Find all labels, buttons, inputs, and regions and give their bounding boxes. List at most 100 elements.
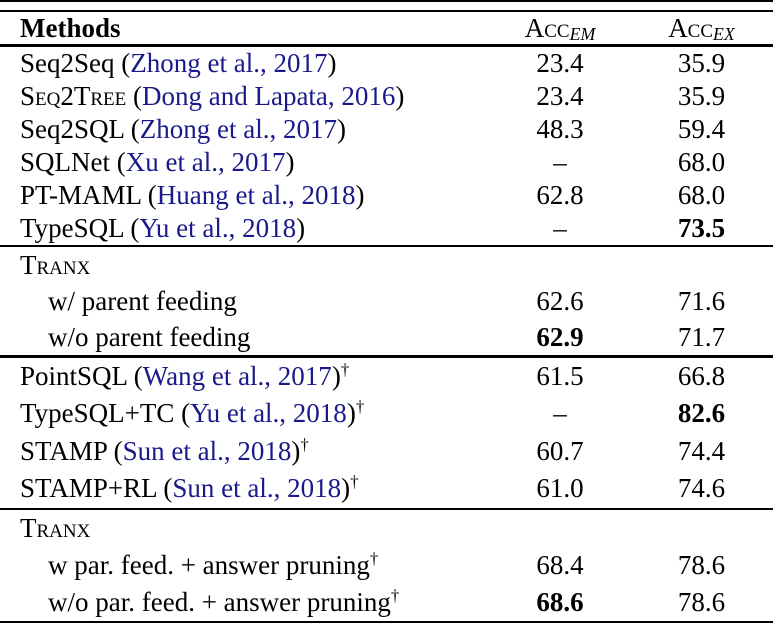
method-cell: w/o par. feed. + answer pruning† xyxy=(0,587,490,618)
method-cell: Seq2SQL (Zhong et al., 2017) xyxy=(0,114,490,145)
method-name: PT-MAML xyxy=(20,179,142,210)
acc-ex-value: 68.0 xyxy=(677,179,726,210)
citation-link[interactable]: Wang et al., 2017 xyxy=(142,360,332,391)
method-name: Seq2Tree xyxy=(20,80,127,111)
paren-open: ( xyxy=(123,212,140,243)
paren-open: ( xyxy=(114,47,131,78)
paren-close: ) xyxy=(341,473,351,504)
acc-em-value: 62.9 xyxy=(536,321,584,352)
citation-link[interactable]: Sun et al., 2018 xyxy=(172,473,342,504)
method-name: w/ parent feeding xyxy=(48,285,237,316)
table-row: w/ parent feeding 62.6 71.6 xyxy=(0,283,773,319)
table-row: SQLNet (Xu et al., 2017) – 68.0 xyxy=(0,146,773,179)
acc-em-value: – xyxy=(553,398,567,429)
table-row: PT-MAML (Huang et al., 2018) 62.8 68.0 xyxy=(0,179,773,212)
header-rule xyxy=(0,44,773,47)
acc-em-value: 68.6 xyxy=(536,587,584,617)
method-name: w/o par. feed. + answer pruning xyxy=(48,587,391,617)
table-row: Tranx xyxy=(0,247,773,283)
method-cell: TypeSQL+TC (Yu et al., 2018)† xyxy=(0,398,490,429)
acc-ex-value: 74.4 xyxy=(677,435,726,466)
citation-link[interactable]: Yu et al., 2018 xyxy=(190,398,347,429)
acc-ex-value: 66.8 xyxy=(677,360,726,391)
acc-ex-value: 74.6 xyxy=(677,473,726,504)
dagger-footnote-marker: † xyxy=(390,586,400,605)
column-header-acc-ex: AccEX xyxy=(630,13,773,45)
table-row: w par. feed. + answer pruning† 68.4 78.6 xyxy=(0,547,773,584)
method-name: TypeSQL+TC xyxy=(20,398,175,429)
dagger-footnote-marker: † xyxy=(369,549,379,568)
method-name: Tranx xyxy=(20,513,91,543)
paren-open: ( xyxy=(127,360,143,391)
method-name: SQLNet xyxy=(20,146,110,177)
method-cell: w par. feed. + answer pruning† xyxy=(0,550,490,581)
table-row: Tranx xyxy=(0,510,773,547)
column-header-methods: Methods xyxy=(20,12,121,43)
method-cell: SQLNet (Xu et al., 2017) xyxy=(0,147,490,178)
acc-em-value: 68.4 xyxy=(536,550,584,580)
method-cell: TypeSQL (Yu et al., 2018) xyxy=(0,213,490,244)
table-bottom-rule xyxy=(0,621,773,624)
method-cell: Tranx xyxy=(0,250,490,281)
citation-link[interactable]: Huang et al., 2018 xyxy=(156,179,356,210)
method-cell: w/o parent feeding xyxy=(0,322,490,353)
paren-close: ) xyxy=(395,80,405,111)
paren-close: ) xyxy=(336,113,346,144)
citation-link[interactable]: Zhong et al., 2017 xyxy=(139,113,337,144)
method-cell: STAMP (Sun et al., 2018)† xyxy=(0,436,490,467)
method-name: Tranx xyxy=(20,249,91,280)
table-row: TypeSQL (Yu et al., 2018) – 73.5 xyxy=(0,212,773,245)
acc-ex-subscript: EX xyxy=(713,24,735,45)
table-section: PointSQL (Wang et al., 2017)† 61.5 66.8 Typ… xyxy=(0,358,773,508)
citation-link[interactable]: Yu et al., 2018 xyxy=(139,212,297,243)
acc-ex-value: 35.9 xyxy=(677,80,726,111)
citation-link[interactable]: Xu et al., 2017 xyxy=(125,146,286,177)
paren-close: ) xyxy=(346,398,356,429)
paren-close: ) xyxy=(331,360,341,391)
table-row: STAMP+RL (Sun et al., 2018)† 61.0 74.6 xyxy=(0,470,773,508)
acc-ex-value: 59.4 xyxy=(677,113,726,144)
method-name: STAMP xyxy=(20,435,107,466)
acc-em-value: 62.8 xyxy=(536,179,584,210)
method-cell: STAMP+RL (Sun et al., 2018)† xyxy=(0,473,490,504)
table-body: Seq2Seq (Zhong et al., 2017) 23.4 35.9 Seq2… xyxy=(0,47,773,622)
acc-ex-value: 73.5 xyxy=(677,212,726,243)
table-row: Seq2Tree (Dong and Lapata, 2016) 23.4 35.9 xyxy=(0,80,773,113)
acc-ex-value: 82.6 xyxy=(677,398,726,429)
acc-em-subscript: EM xyxy=(569,24,596,45)
method-name: w par. feed. + answer pruning xyxy=(48,550,370,580)
acc-em-value: 61.5 xyxy=(536,360,584,391)
paren-close: ) xyxy=(355,179,365,210)
acc-em-value: 23.4 xyxy=(536,80,584,111)
table-row: Seq2SQL (Zhong et al., 2017) 48.3 59.4 xyxy=(0,113,773,146)
acc-em-value: – xyxy=(553,212,567,243)
citation-link[interactable]: Dong and Lapata, 2016 xyxy=(141,80,396,111)
table-row: TypeSQL+TC (Yu et al., 2018)† – 82.6 xyxy=(0,395,773,433)
dagger-footnote-marker: † xyxy=(355,397,365,417)
table-section: Seq2Seq (Zhong et al., 2017) 23.4 35.9 Seq2… xyxy=(0,47,773,245)
paren-open: ( xyxy=(156,473,173,504)
method-cell: w/ parent feeding xyxy=(0,286,490,317)
table-section: Tranx w/ parent feeding 62.6 71.6 w/o parent… xyxy=(0,247,773,355)
citation-link[interactable]: Zhong et al., 2017 xyxy=(130,47,328,78)
table-row: w/o par. feed. + answer pruning† 68.6 78.6 xyxy=(0,584,773,621)
citation-link[interactable]: Sun et al., 2018 xyxy=(122,435,292,466)
acc-em-value: 48.3 xyxy=(536,113,584,144)
acc-ex-value: 35.9 xyxy=(677,47,726,78)
section-rule xyxy=(0,355,773,358)
paren-open: ( xyxy=(110,146,126,177)
paren-open: ( xyxy=(174,398,191,429)
paren-close: ) xyxy=(285,146,295,177)
method-cell: Tranx xyxy=(0,513,490,544)
dagger-footnote-marker: † xyxy=(340,359,350,379)
method-name: STAMP+RL xyxy=(20,473,157,504)
dagger-footnote-marker: † xyxy=(300,434,309,454)
paren-close: ) xyxy=(291,435,301,466)
acc-ex-value: 68.0 xyxy=(677,146,726,177)
acc-em-value: 61.0 xyxy=(536,473,584,504)
acc-ex-value: 71.6 xyxy=(677,285,726,316)
paren-close: ) xyxy=(327,47,337,78)
paren-open: ( xyxy=(124,113,140,144)
acc-em-value: – xyxy=(553,146,567,177)
